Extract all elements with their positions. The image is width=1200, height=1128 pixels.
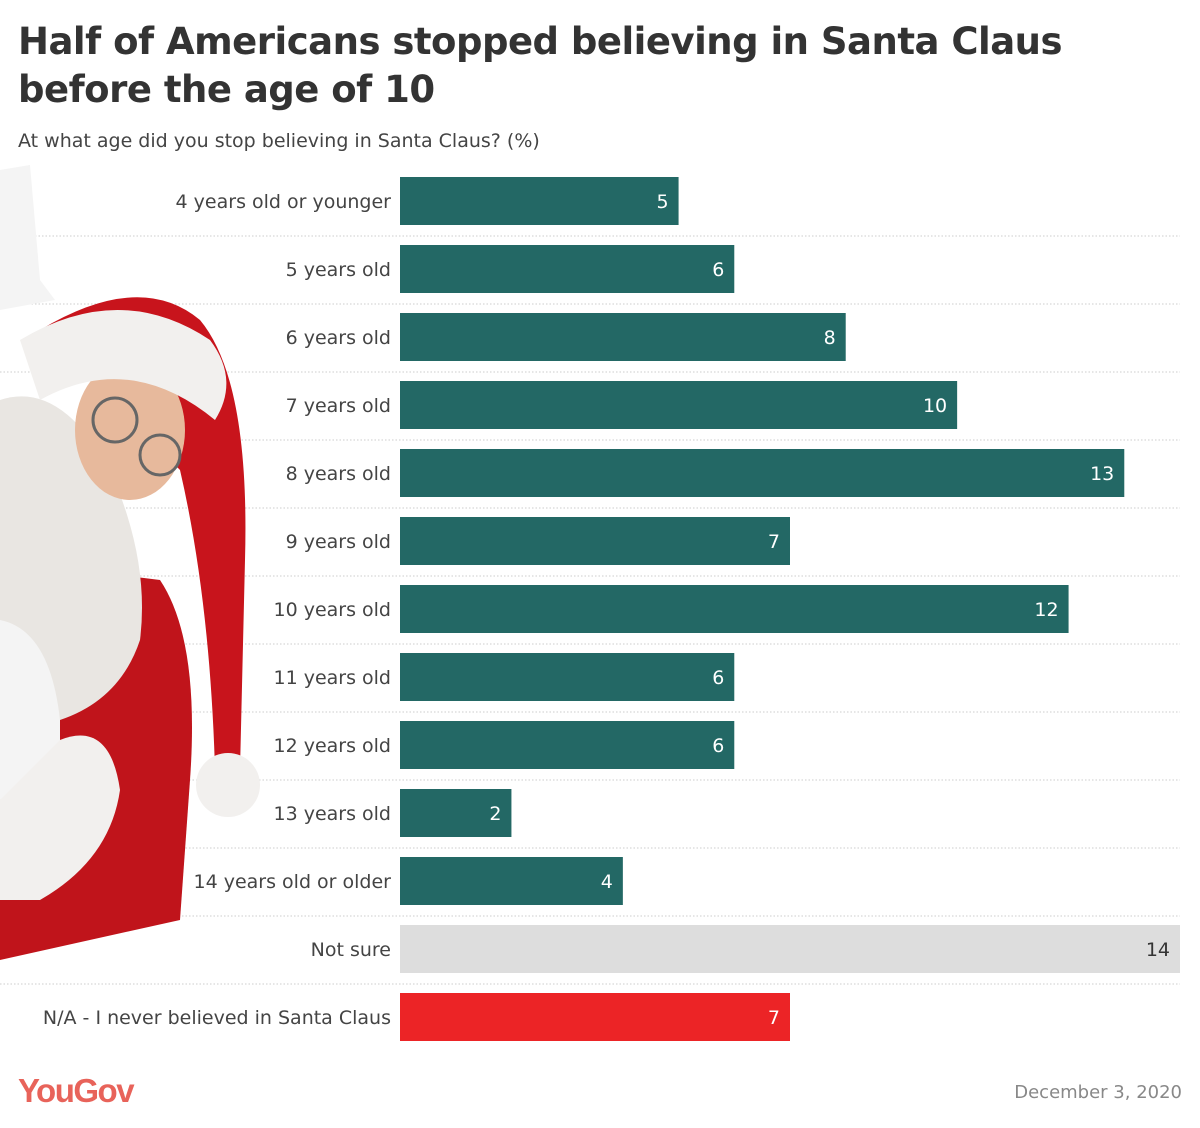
category-label: 8 years old: [286, 463, 391, 485]
bar: [400, 585, 1069, 633]
category-label: 6 years old: [286, 327, 391, 349]
data-label: 8: [824, 327, 836, 349]
category-label: 4 years old or younger: [176, 191, 392, 213]
data-label: 7: [768, 1007, 780, 1029]
yougov-logo: YouGov: [18, 1072, 135, 1109]
data-label: 12: [1034, 599, 1058, 621]
data-label: 13: [1090, 463, 1114, 485]
category-label: 11 years old: [273, 667, 391, 689]
chart-subtitle: At what age did you stop believing in Sa…: [18, 130, 540, 152]
bar: [400, 925, 1180, 973]
data-label: 6: [712, 735, 724, 757]
chart-title: Half of Americans stopped believing in S…: [18, 20, 1063, 111]
category-label: 7 years old: [286, 395, 391, 417]
category-label: 14 years old or older: [194, 871, 392, 893]
bar: [400, 517, 790, 565]
data-label: 6: [712, 667, 724, 689]
bar: [400, 857, 623, 905]
bar: [400, 653, 735, 701]
bar: [400, 177, 679, 225]
bar: [400, 721, 735, 769]
data-label: 7: [768, 531, 780, 553]
data-label: 10: [923, 395, 947, 417]
bar: [400, 993, 790, 1041]
category-label: 12 years old: [273, 735, 391, 757]
bar: [400, 245, 735, 293]
category-label: 13 years old: [273, 803, 391, 825]
bar: [400, 449, 1125, 497]
publish-date: December 3, 2020: [1014, 1082, 1182, 1103]
bar: [400, 789, 512, 837]
category-label: 9 years old: [286, 531, 391, 553]
category-label: 5 years old: [286, 259, 391, 281]
data-label: 14: [1146, 939, 1170, 961]
data-label: 4: [601, 871, 613, 893]
bar: [400, 313, 846, 361]
bar: [400, 381, 958, 429]
category-label: 10 years old: [273, 599, 391, 621]
category-label: N/A - I never believed in Santa Claus: [43, 1007, 391, 1029]
santa-illustration: [0, 165, 260, 960]
data-label: 5: [656, 191, 668, 213]
data-label: 2: [489, 803, 501, 825]
category-label: Not sure: [311, 939, 391, 961]
data-label: 6: [712, 259, 724, 281]
